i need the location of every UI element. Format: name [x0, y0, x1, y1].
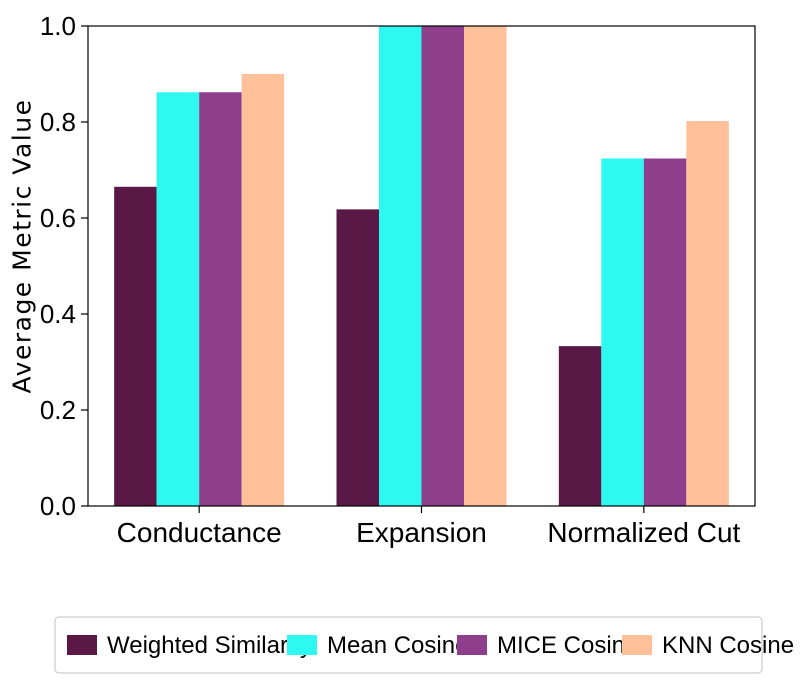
legend-swatch — [287, 635, 317, 655]
y-tick-label: 0.0 — [40, 491, 76, 521]
legend-swatch — [67, 635, 97, 655]
y-axis: 0.0 0.2 0.4 0.6 0.8 1.0 — [40, 11, 88, 521]
bar-weighted-similarity-conductance — [114, 186, 157, 507]
bar-mice-cosine-normalized-cut — [643, 158, 687, 507]
bar-knn-cosine-normalized-cut — [686, 121, 729, 506]
legend-swatch — [457, 635, 487, 655]
bars-group — [114, 26, 729, 507]
bar-knn-cosine-expansion — [464, 26, 507, 506]
y-tick-label: 1.0 — [40, 11, 76, 41]
x-axis: Conductance Expansion Normalized Cut — [117, 506, 741, 548]
legend: Weighted Similarity Mean Cosine MICE Cosin… — [54, 616, 794, 674]
legend-label: Mean Cosine — [327, 632, 468, 659]
bar-mean-cosine-conductance — [156, 92, 200, 507]
bar-mean-cosine-expansion — [379, 26, 422, 506]
legend-label: KNN Cosine — [662, 632, 794, 659]
x-tick-label: Expansion — [356, 517, 487, 548]
legend-frame — [54, 616, 763, 674]
y-tick-label: 0.8 — [40, 107, 76, 137]
bar-weighted-similarity-normalized-cut — [558, 346, 602, 506]
bar-mean-cosine-normalized-cut — [601, 158, 644, 507]
bar-mice-cosine-conductance — [199, 92, 242, 507]
legend-label: MICE Cosine — [497, 632, 638, 659]
bar-mice-cosine-expansion — [421, 26, 464, 506]
x-tick-label: Conductance — [117, 517, 282, 548]
bar-weighted-similarity-expansion — [336, 209, 379, 507]
y-tick-label: 0.6 — [40, 203, 76, 233]
legend-swatch — [622, 635, 652, 655]
legend-label: Weighted Similarity — [107, 632, 312, 659]
y-axis-title: Average Metric Value — [8, 99, 37, 394]
bar-knn-cosine-conductance — [241, 74, 285, 506]
x-tick-label: Normalized Cut — [547, 517, 740, 548]
y-tick-label: 0.2 — [40, 395, 76, 425]
y-tick-label: 0.4 — [40, 299, 76, 329]
